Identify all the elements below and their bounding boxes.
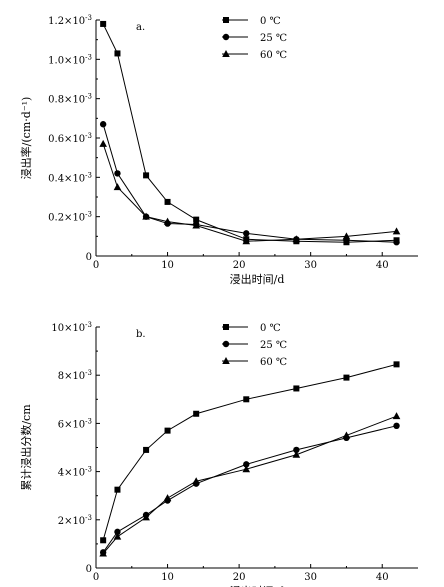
series-square: [100, 361, 400, 544]
chart-b: 0 10 20 30 40 0 2×10-3 4×10-3 6×10-3 8×10-3 10×10-…: [19, 321, 418, 587]
data-point: [243, 461, 250, 468]
data-point: [164, 198, 171, 205]
y-tick-label: 0.8×10-3: [48, 93, 92, 106]
x-tick-label: 0: [93, 260, 99, 271]
data-point: [142, 513, 150, 521]
x-tick-label: 20: [233, 572, 246, 583]
legend-label: 0 ℃: [260, 16, 281, 27]
data-point: [242, 237, 251, 245]
legend-label: 0 ℃: [260, 323, 281, 334]
data-point: [100, 20, 107, 27]
data-point: [114, 486, 121, 493]
y-tick-label: 2×10-3: [58, 514, 92, 527]
data-point: [142, 212, 150, 220]
y-tick-label: 1.2×10-3: [48, 14, 92, 27]
series-triangle: [99, 412, 401, 557]
data-point: [192, 477, 200, 485]
series-line: [102, 425, 397, 553]
x-axis-label: 浸出时间/d: [230, 584, 285, 587]
data-point: [114, 170, 121, 177]
legend: 0 ℃ 25 ℃ 60 ℃: [222, 16, 287, 61]
y-axis-label: 累计浸出分数/cm: [19, 404, 33, 491]
legend: 0 ℃ 25 ℃ 60 ℃: [222, 323, 287, 368]
panel-label: a.: [136, 22, 145, 33]
x-tick-label: 0: [93, 572, 99, 583]
x-tick-label: 10: [161, 260, 174, 271]
y-axis-label: 浸出率/(cm·d⁻¹): [19, 97, 33, 180]
x-tick-label: 40: [376, 572, 389, 583]
legend-marker: [222, 340, 230, 348]
legend-marker: [222, 33, 230, 41]
y-tick-label: 0: [86, 252, 92, 263]
data-point: [163, 217, 172, 225]
x-tick-label: 40: [376, 260, 389, 271]
series-line: [102, 124, 397, 243]
data-point: [393, 361, 400, 368]
y-tick-label: 0.4×10-3: [48, 171, 92, 184]
data-point: [99, 121, 107, 128]
legend-marker: [223, 17, 229, 23]
data-point: [163, 494, 172, 502]
chart-a: 0 10 20 30 40 0 0.2×10-3 0.4×10-3 0.6×10-3 0.8×10…: [19, 14, 418, 286]
y-tick-label: 6×10-3: [58, 417, 92, 430]
x-tick-label: 10: [161, 572, 174, 583]
data-point: [143, 446, 150, 453]
data-point: [293, 385, 300, 392]
data-point: [114, 528, 121, 536]
x-tick-label: 30: [304, 572, 317, 583]
data-point: [99, 139, 107, 147]
data-point: [292, 450, 301, 458]
x-tick-label: 20: [233, 260, 246, 271]
legend-label: 60 ℃: [260, 50, 287, 61]
legend-marker: [222, 50, 230, 57]
data-point: [243, 396, 250, 403]
data-point: [243, 230, 250, 237]
series-circle: [99, 121, 400, 246]
data-point: [113, 183, 122, 191]
data-point: [392, 227, 401, 235]
legend-label: 25 ℃: [260, 340, 287, 351]
y-tick-label: 1.0×10-3: [48, 53, 92, 66]
series-square: [100, 20, 400, 246]
data-point: [114, 50, 121, 57]
data-point: [393, 239, 400, 246]
data-point: [242, 465, 251, 473]
legend-label: 60 ℃: [260, 357, 287, 368]
data-point: [143, 172, 150, 179]
data-point: [342, 431, 351, 439]
legend-marker: [222, 357, 230, 364]
y-tick-label: 0: [86, 564, 92, 575]
series-circle: [99, 422, 400, 556]
legend-label: 25 ℃: [260, 33, 287, 44]
y-tick-label: 0.6×10-3: [48, 132, 92, 145]
y-tick-label: 0.2×10-3: [48, 211, 92, 224]
data-point: [343, 374, 350, 381]
data-point: [192, 221, 200, 229]
series-line: [102, 143, 397, 242]
data-point: [193, 410, 200, 417]
legend-marker: [223, 324, 229, 330]
series-triangle: [99, 139, 401, 245]
data-point: [113, 532, 122, 540]
data-point: [100, 537, 107, 544]
x-tick-label: 30: [304, 260, 317, 271]
data-point: [292, 235, 301, 243]
data-point: [164, 427, 171, 434]
x-axis-label: 浸出时间/d: [230, 272, 285, 286]
y-tick-label: 10×10-3: [51, 321, 92, 334]
data-point: [293, 446, 300, 454]
data-point: [193, 216, 200, 223]
panel-label: b.: [136, 329, 146, 340]
data-point: [392, 412, 401, 420]
data-point: [393, 422, 400, 430]
y-tick-label: 4×10-3: [58, 466, 92, 479]
data-point: [342, 232, 351, 240]
series-line: [102, 23, 397, 243]
y-tick-label: 8×10-3: [58, 369, 92, 382]
data-point: [99, 549, 107, 557]
